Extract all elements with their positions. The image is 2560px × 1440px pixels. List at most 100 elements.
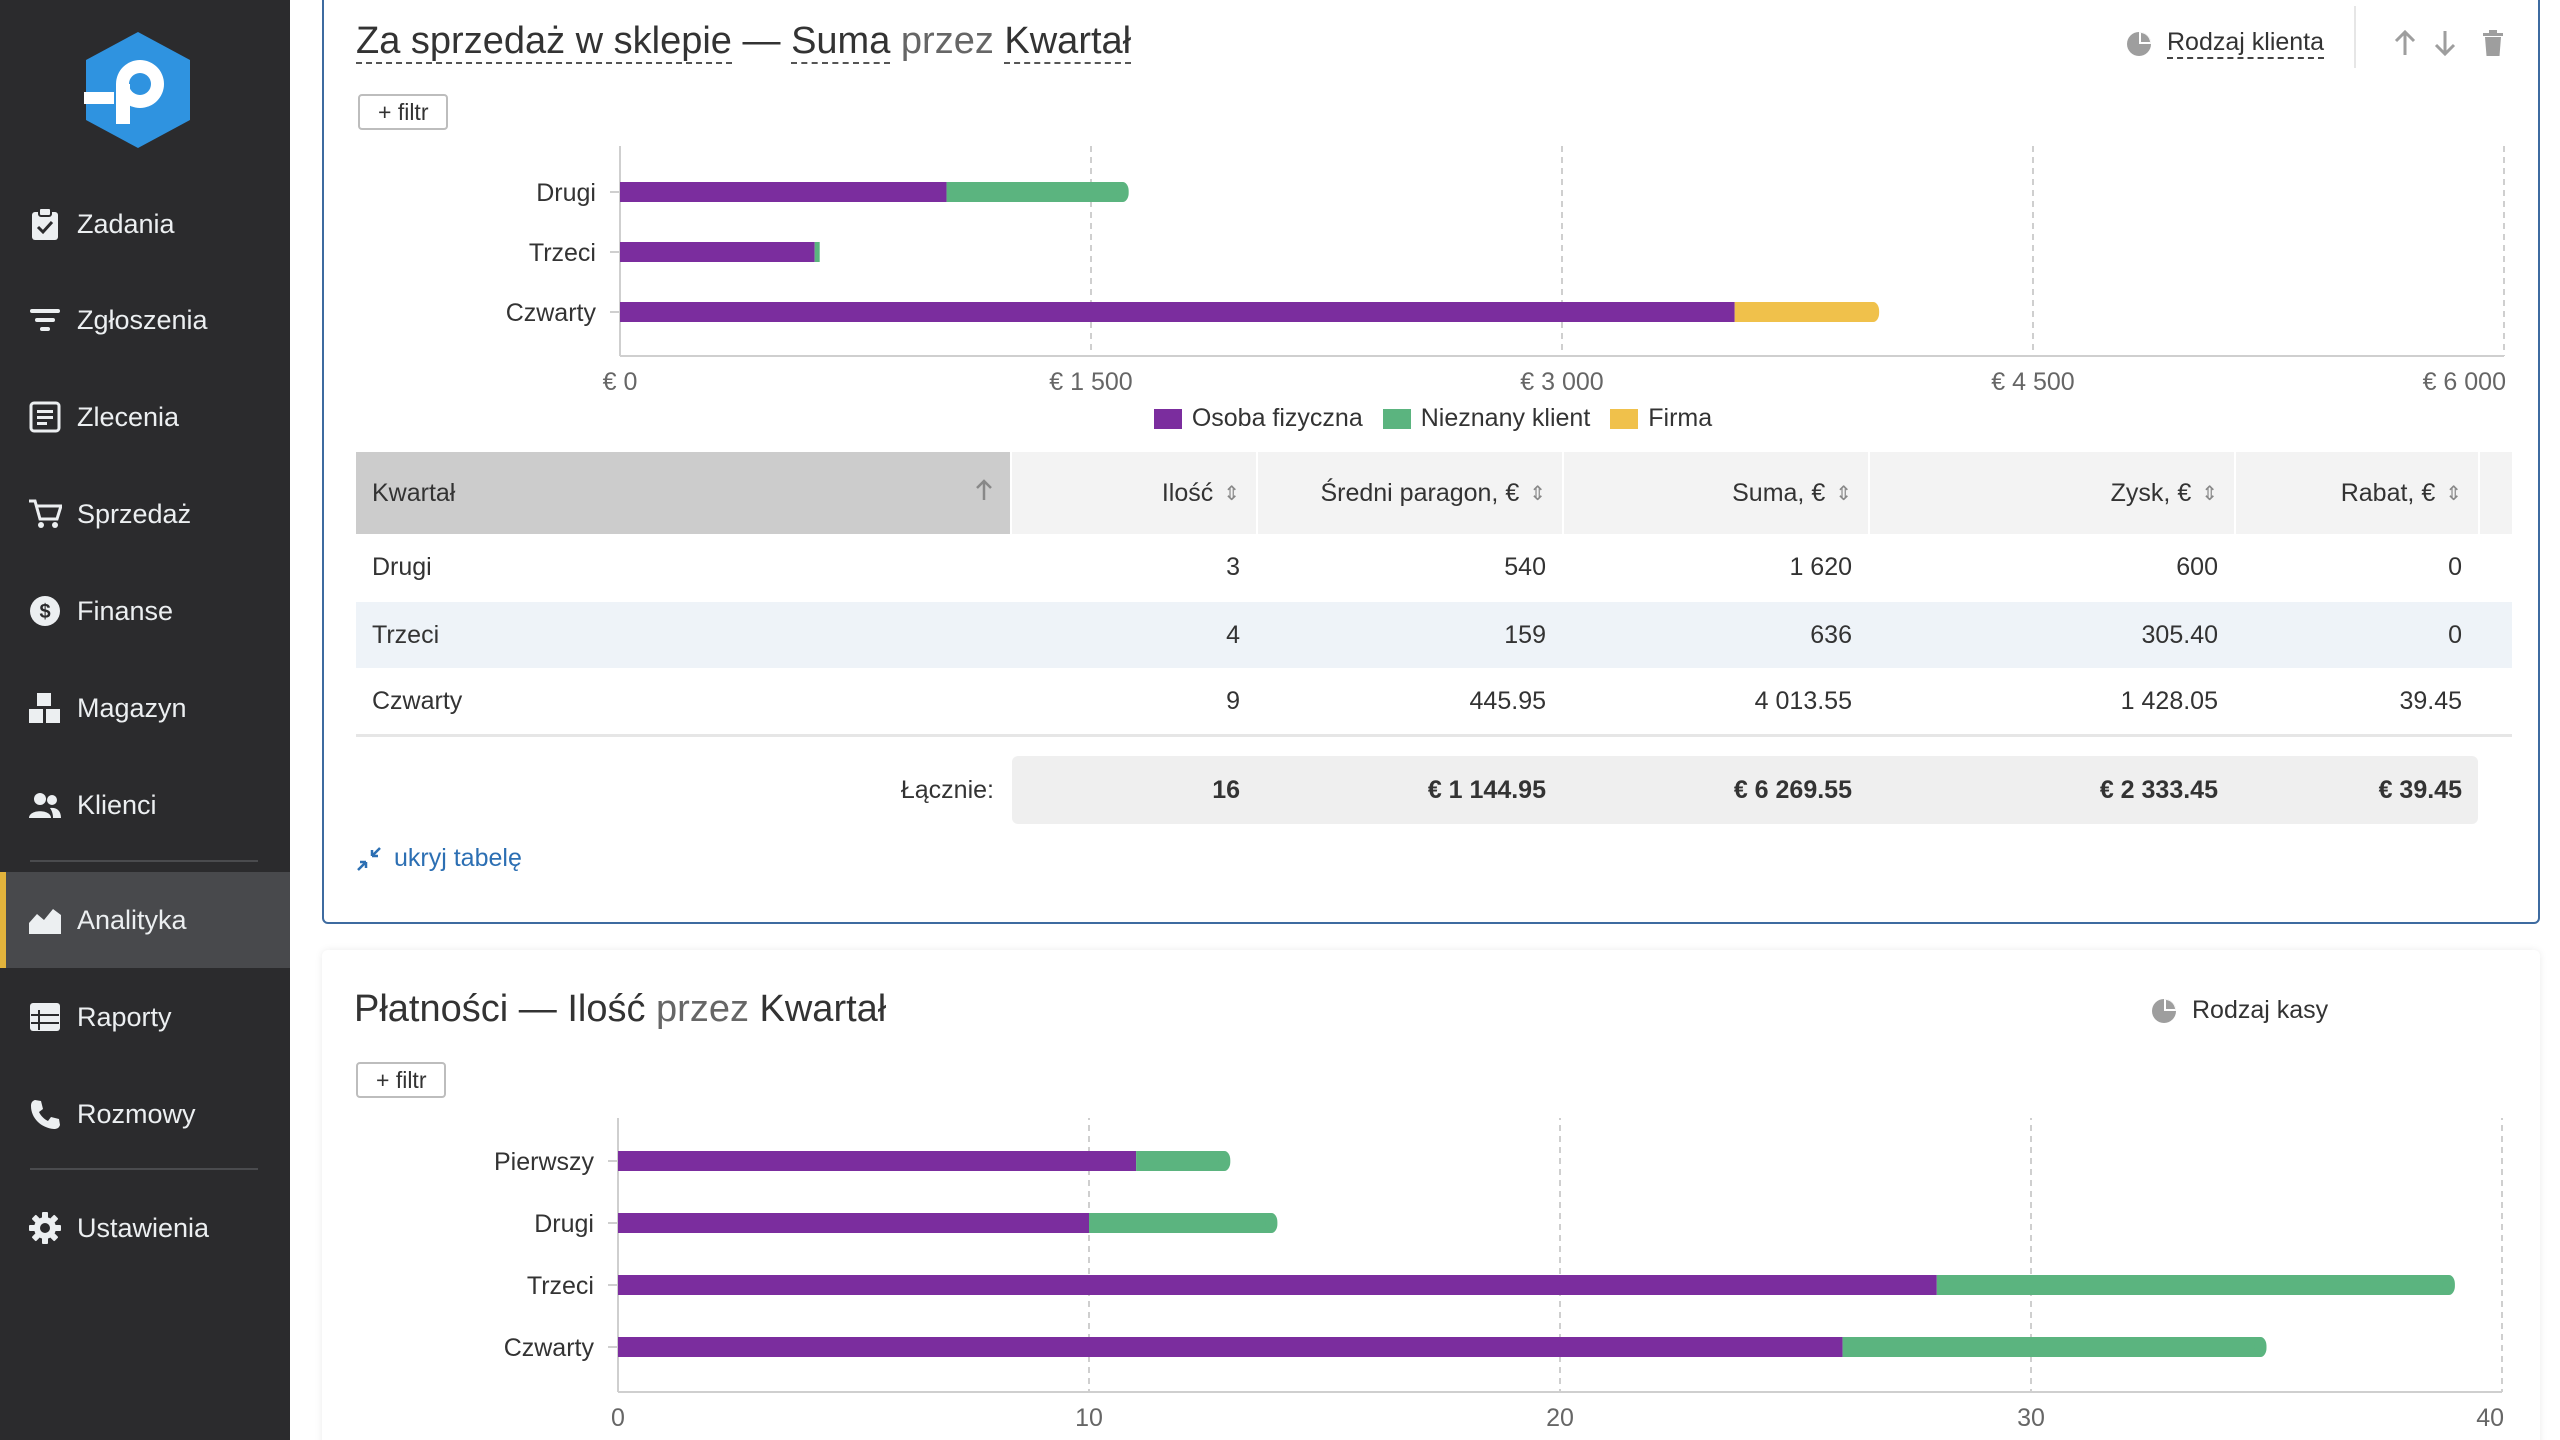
pie-chart-icon <box>2152 998 2176 1023</box>
bar-segment[interactable] <box>618 1275 1937 1295</box>
delete-icon[interactable] <box>2476 26 2510 60</box>
x-tick-label: 20 <box>1546 1404 1574 1428</box>
header-kwartal[interactable]: Kwartał <box>356 452 1010 534</box>
header-sredni-paragon[interactable]: Średni paragon, € ⇕ <box>1258 452 1562 534</box>
sidebar-item-raporty[interactable]: Raporty <box>0 969 290 1065</box>
add-filter-button[interactable]: + filtr <box>358 94 449 130</box>
bar-end-cap <box>1218 1151 1231 1171</box>
table-row[interactable]: Czwarty 9 445.95 4 013.55 1 428.05 39.45 <box>356 668 2512 734</box>
bar-segment[interactable] <box>1136 1151 1225 1171</box>
sidebar-item-finanse[interactable]: $ Finanse <box>0 563 290 659</box>
category-label: Czwarty <box>506 299 597 327</box>
bar-segment[interactable] <box>618 1213 1089 1233</box>
x-tick-label: € 6 000 <box>2423 368 2506 392</box>
sidebar-item-klienci[interactable]: Klienci <box>0 757 290 853</box>
users-icon <box>27 787 63 823</box>
category-label: Drugi <box>534 1210 594 1238</box>
bar-segment[interactable] <box>618 1337 1843 1357</box>
cell-sredni-paragon: 159 <box>1504 620 1546 649</box>
cell-zysk: 1 428.05 <box>2120 686 2218 715</box>
bar-segment[interactable] <box>1842 1337 2261 1357</box>
chart-area-icon <box>27 902 63 938</box>
table-divider <box>356 734 2512 737</box>
sidebar: Zadania Zgłoszenia Zlecenia Sprzedaż $ F… <box>0 0 290 1440</box>
sort-asc-icon <box>974 478 994 509</box>
x-tick-label: 30 <box>2017 1404 2045 1428</box>
title-source-select[interactable]: Za sprzedaż w sklepie <box>356 20 732 64</box>
report-panel-sales: Za sprzedaż w sklepie — Suma przez Kwart… <box>322 0 2540 924</box>
bar-segment[interactable] <box>946 182 1123 202</box>
bar-segment[interactable] <box>814 242 820 262</box>
header-rabat[interactable]: Rabat, € ⇕ <box>2236 452 2478 534</box>
cell-sredni-paragon: 540 <box>1504 552 1546 581</box>
bar-segment[interactable] <box>1936 1275 2449 1295</box>
title-source-select[interactable]: Płatności <box>354 988 509 1030</box>
sidebar-item-zadania[interactable]: Zadania <box>0 176 290 272</box>
total-sredni-paragon: € 1 144.95 <box>1427 775 1546 804</box>
table-row[interactable]: Trzeci 4 159 636 305.40 0 <box>356 602 2512 668</box>
legend-item[interactable]: Firma <box>1610 404 1712 433</box>
group-by-select[interactable]: Rodzaj klienta <box>2125 28 2325 59</box>
dollar-circle-icon: $ <box>27 593 63 629</box>
cell-ilosc: 4 <box>1226 620 1240 649</box>
title-dimension-select[interactable]: Kwartał <box>1004 20 1132 64</box>
toolbar-divider <box>2354 6 2356 68</box>
cell-suma: 636 <box>1810 620 1852 649</box>
svg-text:$: $ <box>39 601 50 623</box>
sidebar-divider <box>30 1168 258 1170</box>
bar-segment[interactable] <box>620 302 1735 322</box>
title-metric-select[interactable]: Ilość <box>567 988 646 1030</box>
category-label: Trzeci <box>527 1272 594 1300</box>
sidebar-item-rozmowy[interactable]: Rozmowy <box>0 1066 290 1162</box>
header-ilosc[interactable]: Ilość ⇕ <box>1012 452 1256 534</box>
clipboard-icon <box>27 206 63 242</box>
header-suma[interactable]: Suma, € ⇕ <box>1564 452 1868 534</box>
sidebar-item-ustawienia[interactable]: Ustawienia <box>0 1180 290 1276</box>
group-by-label: Rodzaj klienta <box>2167 28 2325 59</box>
bar-segment[interactable] <box>1089 1213 1272 1233</box>
sidebar-item-zlecenia[interactable]: Zlecenia <box>0 369 290 465</box>
sidebar-item-analityka[interactable]: Analityka <box>0 872 290 968</box>
totals-label: Łącznie: <box>900 775 994 804</box>
title-metric-select[interactable]: Suma <box>791 20 891 64</box>
panel-title: Płatności — Ilość przez Kwartał <box>354 988 886 1031</box>
filter-lines-icon <box>27 302 63 338</box>
cell-suma: 4 013.55 <box>1754 686 1852 715</box>
totals-row: Łącznie: 16 € 1 144.95 € 6 269.55 € 2 33… <box>356 756 2512 824</box>
hide-table-link[interactable]: ukryj tabelę <box>356 844 522 873</box>
cell-rabat: 0 <box>2448 620 2462 649</box>
table-row[interactable]: Drugi 3 540 1 620 600 0 <box>356 534 2512 600</box>
add-filter-button[interactable]: + filtr <box>356 1062 447 1098</box>
sidebar-item-zgloszenia[interactable]: Zgłoszenia <box>0 272 290 368</box>
sort-icon: ⇕ <box>2445 482 2462 505</box>
header-label: Rabat, € <box>2340 478 2436 507</box>
x-tick-label: 10 <box>1075 1404 1103 1428</box>
sidebar-item-magazyn[interactable]: Magazyn <box>0 660 290 756</box>
bar-segment[interactable] <box>620 182 947 202</box>
title-separator: — <box>742 20 781 62</box>
sort-icon: ⇕ <box>1223 482 1240 505</box>
move-up-icon[interactable] <box>2388 26 2422 60</box>
move-down-icon[interactable] <box>2428 26 2462 60</box>
panel-title: Za sprzedaż w sklepie — Suma przez Kwart… <box>356 20 1132 64</box>
sidebar-item-sprzedaz[interactable]: Sprzedaż <box>0 466 290 562</box>
sort-icon: ⇕ <box>1835 482 1852 505</box>
legend-item[interactable]: Nieznany klient <box>1382 404 1590 433</box>
cell-suma: 1 620 <box>1789 552 1852 581</box>
title-by-word: przez <box>656 988 749 1030</box>
header-zysk[interactable]: Zysk, € ⇕ <box>1870 452 2234 534</box>
bar-segment[interactable] <box>620 242 815 262</box>
group-by-select[interactable]: Rodzaj kasy <box>2150 996 2328 1025</box>
x-tick-label: € 0 <box>603 368 638 392</box>
cart-icon <box>27 496 63 532</box>
boxes-icon <box>27 690 63 726</box>
bar-segment[interactable] <box>618 1151 1137 1171</box>
legend-item[interactable]: Osoba fizyczna <box>1153 404 1363 433</box>
sidebar-item-label: Zgłoszenia <box>77 304 208 335</box>
bar-segment[interactable] <box>1734 302 1874 322</box>
sidebar-item-label: Zadania <box>77 208 175 239</box>
bar-end-cap <box>1867 302 1880 322</box>
sidebar-item-label: Ustawienia <box>77 1212 210 1243</box>
title-dimension-select[interactable]: Kwartał <box>759 988 887 1030</box>
app-logo[interactable] <box>78 28 198 152</box>
